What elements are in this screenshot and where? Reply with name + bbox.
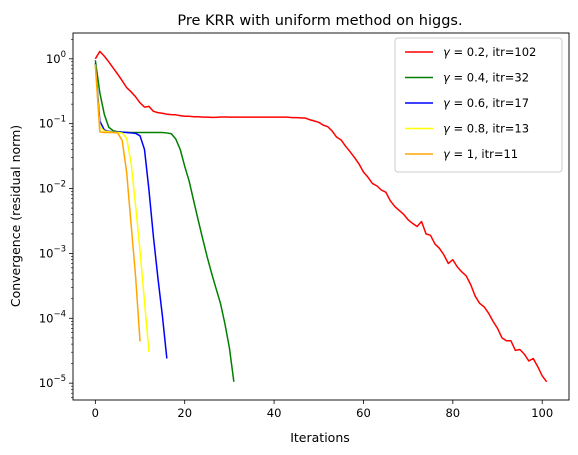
y-axis-label: Convergence (residual norm) (8, 125, 23, 307)
y-tick-label: 10−1 (39, 115, 66, 131)
x-tick-label: 20 (177, 406, 192, 420)
legend: γ = 0.2, itr=102 γ = 0.4, itr=32 γ = 0.6, … (394, 37, 563, 173)
legend-label: γ = 1, itr=11 (443, 147, 518, 161)
x-tick-label: 0 (92, 406, 99, 420)
plot-frame (72, 32, 570, 401)
x-axis-label: Iterations (290, 430, 350, 445)
y-tick-label: 10−4 (39, 309, 66, 325)
legend-label: γ = 0.2, itr=102 (443, 45, 536, 59)
plot-area: 0 20 40 60 80 100 100 10−1 10−2 10−3 10−4 10−5 (39, 32, 570, 420)
x-tick-label: 40 (267, 406, 282, 420)
legend-label: γ = 0.4, itr=32 (443, 71, 529, 85)
series-line-1 (94, 50, 548, 383)
x-tick-label: 60 (356, 406, 371, 420)
series-lines (94, 50, 548, 383)
x-tick-label: 100 (531, 406, 553, 420)
x-tick-label: 80 (445, 406, 460, 420)
y-tick-label: 10−3 (39, 244, 66, 260)
axes: 0 20 40 60 80 100 100 10−1 10−2 10−3 10−4 10−5 (39, 38, 553, 420)
y-tick-label: 100 (46, 50, 66, 66)
series-line-5 (94, 65, 141, 342)
chart-title: Pre KRR with uniform method on higgs. (177, 13, 462, 29)
series-line-4 (94, 64, 150, 353)
y-tick-label: 10−5 (39, 374, 66, 390)
y-tick-label: 10−2 (39, 180, 66, 196)
legend-label: γ = 0.8, itr=13 (443, 122, 529, 136)
legend-label: γ = 0.6, itr=17 (443, 96, 529, 110)
legend-box (394, 37, 563, 173)
